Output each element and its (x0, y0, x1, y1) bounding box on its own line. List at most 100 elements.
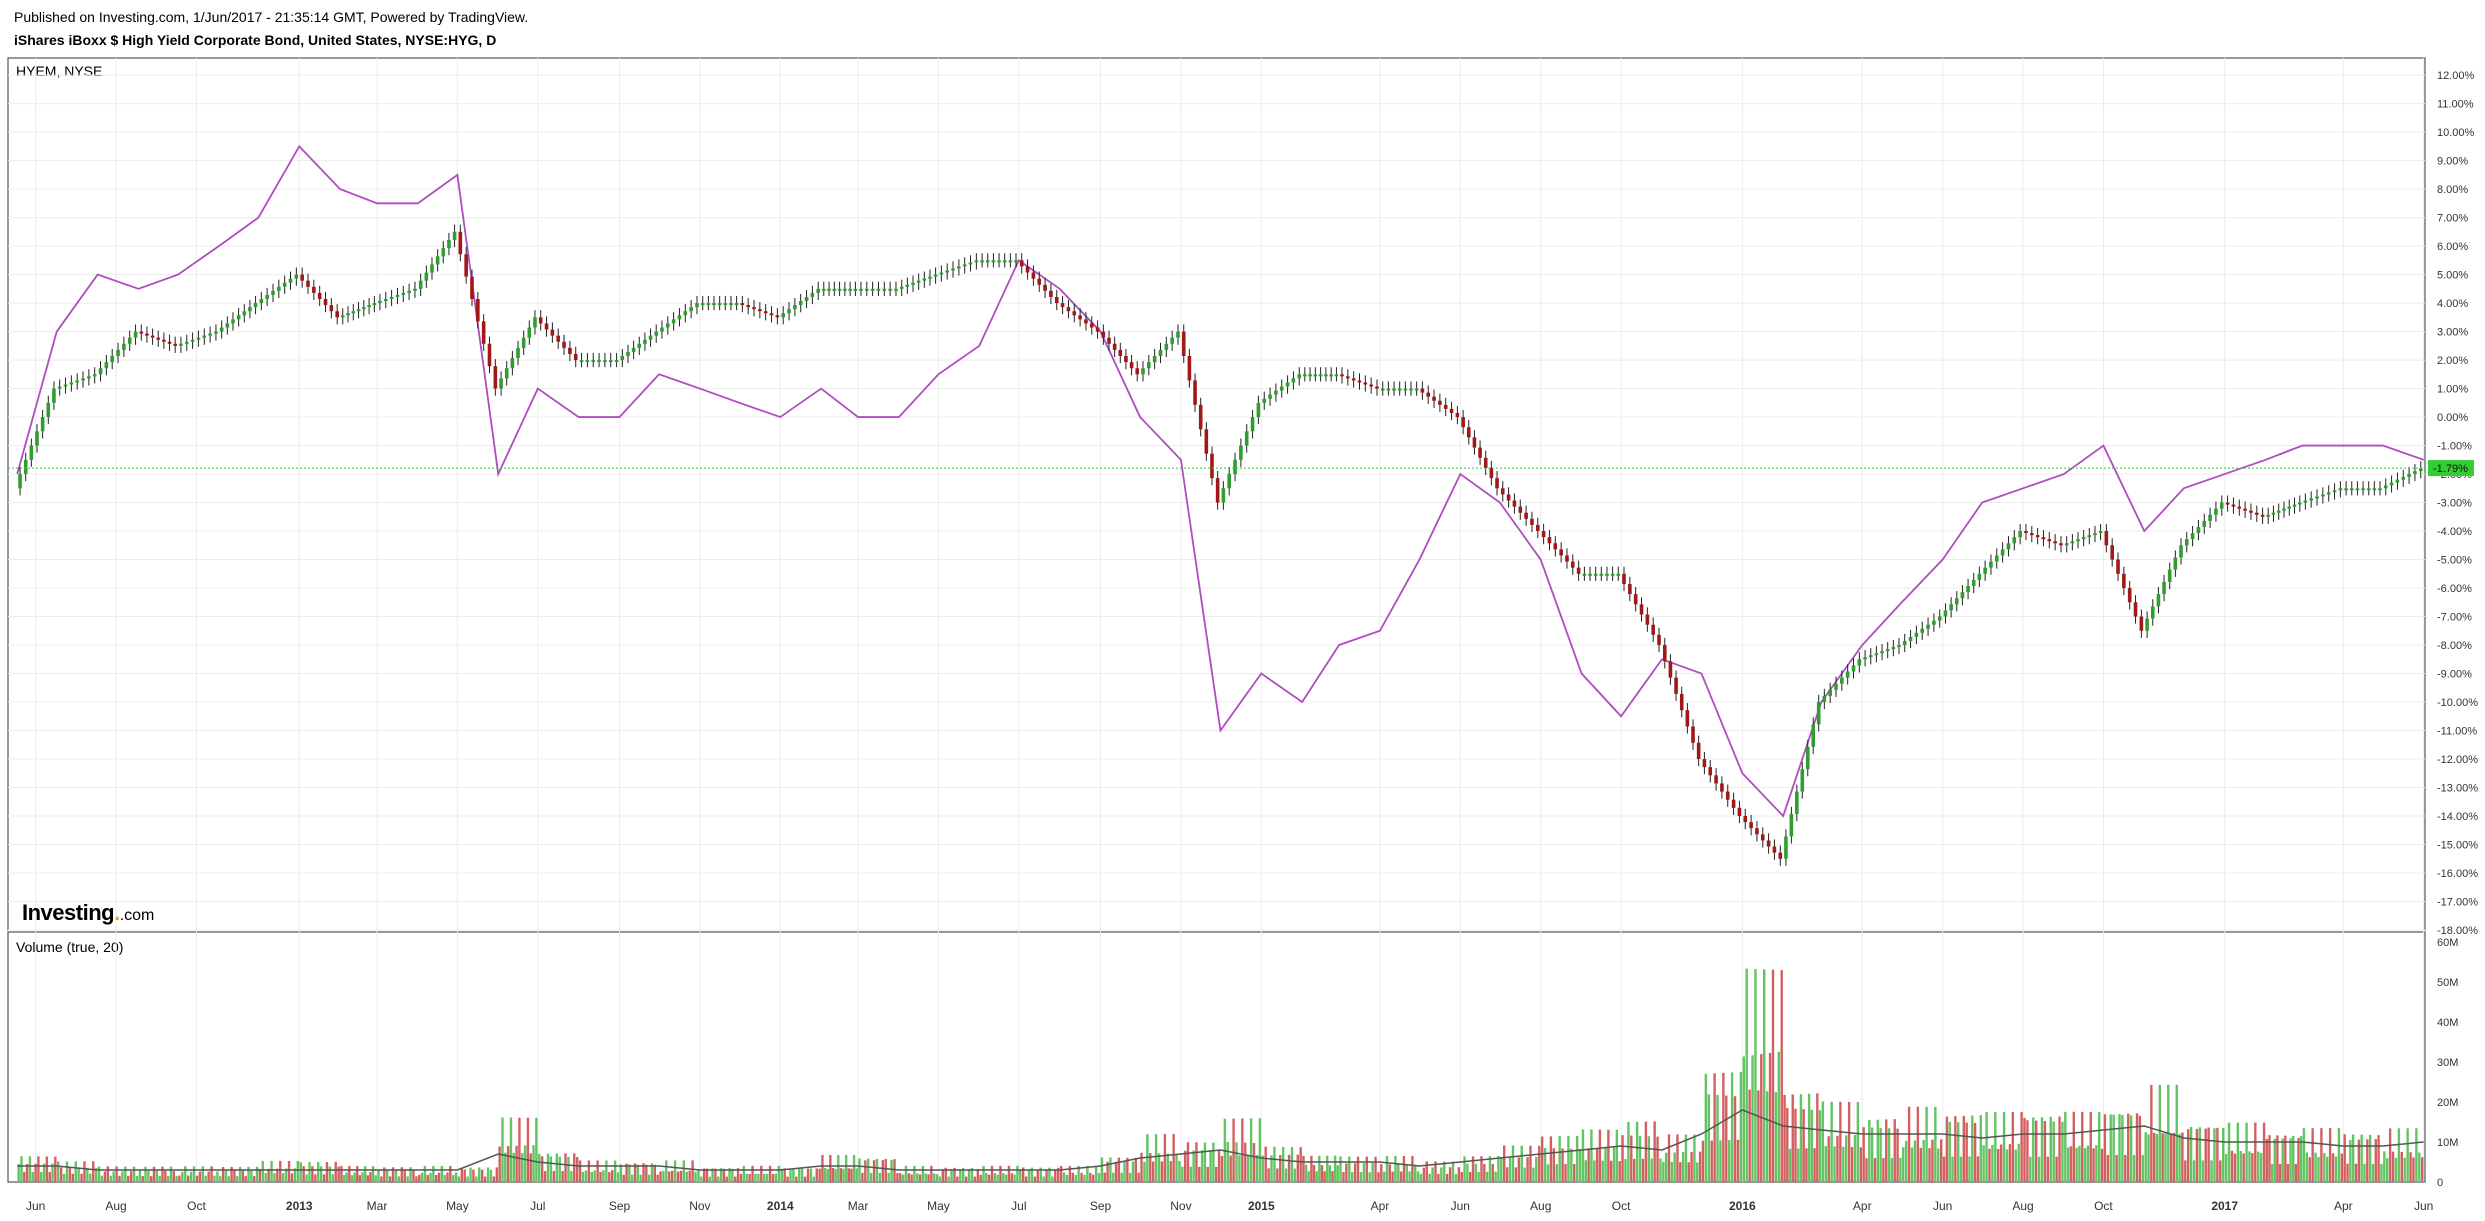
volume-bar (844, 1155, 848, 1182)
volume-bar (1777, 1051, 1781, 1182)
candle-body (259, 299, 264, 304)
volume-bar (2187, 1129, 2190, 1182)
volume-bar (348, 1166, 351, 1182)
candle-body (122, 343, 126, 350)
volume-bar (481, 1169, 484, 1182)
volume-bar (1937, 1148, 1940, 1182)
volume-bar (1994, 1111, 1997, 1182)
volume-bar (901, 1174, 905, 1182)
volume-bar (195, 1175, 199, 1182)
volume-bar (1178, 1160, 1181, 1182)
volume-bar (976, 1168, 980, 1182)
volume-bar (521, 1153, 524, 1182)
volume-bar (575, 1156, 579, 1182)
volume-bar (1010, 1173, 1013, 1182)
volume-bar (1618, 1160, 1621, 1182)
volume-bar (1186, 1142, 1190, 1182)
volume-bar (1071, 1172, 1075, 1182)
volume-bar (1942, 1156, 1946, 1182)
candle-body (87, 376, 91, 379)
y-tick-label: -6.00% (2437, 583, 2472, 595)
volume-bar (478, 1167, 481, 1182)
volume-bar (115, 1166, 118, 1182)
volume-bar (106, 1166, 110, 1182)
candle-body (597, 360, 601, 363)
candle-body (1816, 702, 1821, 725)
candle-body (712, 303, 716, 306)
volume-bar (2281, 1138, 2284, 1182)
candle-body (665, 323, 670, 328)
candle-body (763, 311, 768, 314)
volume-bar (440, 1165, 444, 1182)
volume-bar (1270, 1155, 1273, 1182)
candle-body (52, 388, 56, 403)
x-tick-label: Jul (530, 1199, 545, 1213)
volume-bar (1570, 1148, 1573, 1182)
candle-body (372, 303, 377, 306)
volume-bar (2331, 1153, 2335, 1182)
candle-body (1262, 398, 1267, 403)
volume-bar (538, 1153, 541, 1182)
x-tick-label: Mar (367, 1199, 388, 1213)
volume-bar (1149, 1153, 1152, 1182)
volume-bar (1780, 970, 1783, 1182)
volume-bar (831, 1168, 835, 1182)
x-tick-label: Aug (1530, 1199, 1551, 1213)
volume-bar (388, 1176, 392, 1182)
volume-bar (1549, 1136, 1553, 1182)
candle-body (1176, 331, 1180, 338)
volume-bar (1437, 1173, 1440, 1182)
volume-bar (1457, 1167, 1461, 1182)
volume-bar (121, 1171, 124, 1182)
volume-bar (2198, 1127, 2202, 1182)
y-tick-label: 5.00% (2437, 270, 2468, 282)
volume-bar (181, 1171, 184, 1182)
volume-bar (1810, 1109, 1814, 1182)
y-tick-label: -9.00% (2437, 669, 2472, 681)
volume-bar (2219, 1160, 2222, 1182)
volume-bar (109, 1175, 112, 1182)
candle-body (1811, 724, 1816, 747)
volume-bar (745, 1173, 748, 1182)
candle-body (1691, 726, 1695, 743)
volume-bar (282, 1173, 285, 1182)
y-tick-label: 6.00% (2437, 241, 2468, 253)
candle-body (1357, 380, 1362, 383)
volume-bar (40, 1171, 43, 1182)
investing-logo: Investing..com (22, 900, 155, 925)
volume-bar (2245, 1122, 2248, 1182)
candle-body (1657, 634, 1661, 646)
volume-bar (2029, 1156, 2032, 1182)
volume-bar (581, 1171, 585, 1182)
volume-bar (1865, 1158, 1868, 1182)
candle-body (1483, 457, 1488, 468)
candle-body (2249, 510, 2253, 513)
candle-body (1409, 388, 1413, 391)
volume-bar (584, 1170, 588, 1182)
volume-bar (2046, 1156, 2050, 1182)
volume-bar (483, 1176, 487, 1182)
volume-bar (809, 1168, 813, 1182)
volume-bar (1080, 1172, 1083, 1182)
candle-body (1152, 355, 1157, 363)
volume-bar (611, 1170, 614, 1182)
volume-bar (166, 1175, 170, 1182)
volume-bar (1979, 1115, 1982, 1182)
candle-body (556, 335, 561, 342)
volume-bar (2265, 1139, 2269, 1182)
candle-body (1994, 555, 1999, 562)
candle-body (346, 313, 350, 316)
candle-body (538, 317, 543, 324)
volume-bar (2415, 1128, 2418, 1182)
volume-bar (1555, 1164, 1558, 1182)
candle-body (1863, 657, 1867, 660)
candle-body (1639, 604, 1644, 615)
candle-body (162, 339, 166, 342)
volume-bar (904, 1165, 908, 1182)
volume-bar (1276, 1168, 1279, 1182)
volume-bar (918, 1174, 922, 1182)
volume-bar (535, 1117, 538, 1182)
candle-body (1512, 500, 1517, 507)
volume-bar (2380, 1163, 2383, 1182)
